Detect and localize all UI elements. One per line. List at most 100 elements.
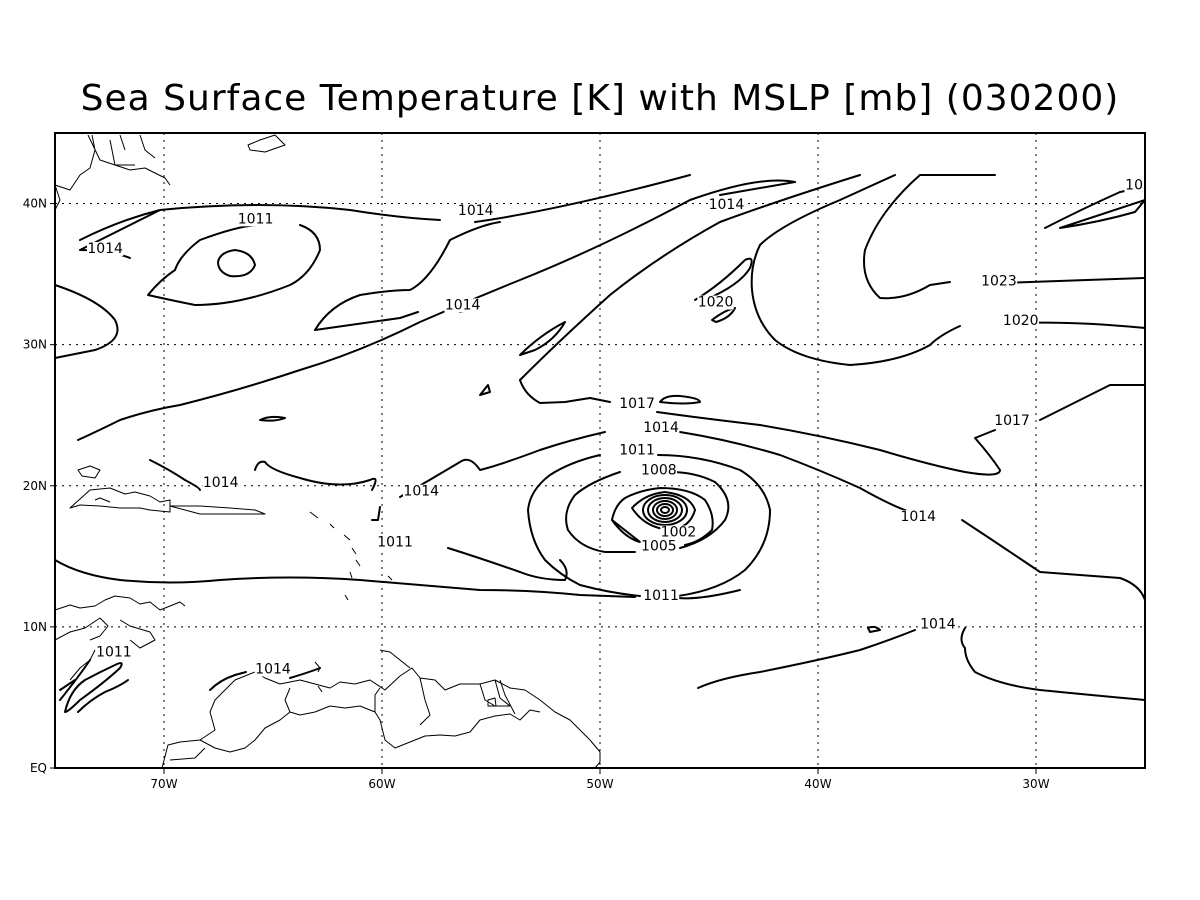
contour-label: 1014: [403, 484, 439, 500]
contour-label: 1011: [377, 534, 413, 550]
chart-title: Sea Surface Temperature [K] with MSLP [m…: [80, 78, 1120, 119]
contour-label-bg: [254, 662, 292, 677]
isobar: [371, 431, 606, 521]
isobar: [867, 625, 881, 633]
lon-tick-label: 70W: [150, 777, 177, 791]
contour-label-bg: [642, 589, 680, 604]
isobar: [447, 547, 568, 581]
contour-label: 1005: [641, 539, 677, 555]
isobar: [209, 667, 321, 691]
isobar: [697, 627, 1146, 701]
isobar: [677, 589, 741, 600]
lon-tick-label: 50W: [586, 777, 613, 791]
coastline-cuba-hispaniola: [69, 465, 266, 515]
contour-label: 1011: [96, 645, 132, 661]
contour-label-bg: [95, 645, 133, 660]
contour-label: 1020: [698, 295, 734, 311]
contour-label: 1011: [619, 443, 655, 459]
contour-label: 1014: [709, 197, 745, 213]
isobar: [611, 487, 714, 546]
contour-label-bg: [642, 421, 680, 436]
isobar: [647, 497, 683, 523]
contour-label: 1014: [643, 420, 679, 436]
contour-label: 1017: [994, 413, 1030, 429]
contour-label-bg: [708, 198, 745, 213]
contour-labels: 1011 1014 1014 1014 10 1014 1020 1023 1020 1017 10…: [86, 177, 1144, 677]
isobar: [652, 500, 678, 520]
contour-label: 1014: [920, 616, 956, 632]
contour-label-bg: [444, 298, 481, 313]
isobar: [79, 174, 691, 241]
coastlines: [54, 134, 601, 769]
isobar: [147, 224, 321, 306]
isobar: [694, 257, 753, 301]
coastline-central-america: [54, 595, 186, 681]
contour-label: 1020: [1003, 313, 1039, 329]
isobar: [750, 244, 1146, 366]
contour-label-bg: [457, 203, 494, 218]
coastline-north-america: [54, 134, 286, 211]
isobar: [659, 394, 701, 405]
lon-tick-label: 30W: [1022, 777, 1049, 791]
contour-label: 1014: [900, 509, 936, 525]
contour-label: 1011: [238, 211, 274, 227]
contour-label: 1017: [619, 396, 655, 412]
coastline-south-america: [161, 667, 601, 769]
lon-tick-label: 60W: [368, 777, 395, 791]
contour-label: 1014: [458, 203, 494, 219]
contour-label-bg: [403, 484, 440, 499]
contour-label: 1002: [661, 525, 697, 541]
isobar: [527, 454, 771, 597]
isobar: [565, 471, 730, 553]
isobar: [149, 459, 377, 491]
isobar: [711, 307, 736, 323]
lat-tick-label: 40N: [23, 197, 47, 211]
contour-label-bg: [1002, 313, 1039, 328]
contour-label: 1008: [641, 462, 677, 478]
isobar: [1044, 187, 1146, 229]
isobar: [660, 506, 670, 514]
lat-tick-label: 10N: [23, 620, 47, 634]
isobar: [679, 431, 1146, 601]
contour-label-bg: [980, 274, 1018, 289]
isobar: [631, 491, 696, 531]
isobar: [519, 174, 896, 381]
isobar: [59, 659, 129, 713]
contour-label-bg: [237, 212, 274, 227]
isobars: [54, 174, 1146, 713]
lat-tick-label: 30N: [23, 338, 47, 352]
isobar: [217, 249, 256, 278]
contour-label: 1014: [87, 241, 123, 257]
isobar: [479, 384, 491, 396]
lon-tick-label: 40W: [804, 777, 831, 791]
contour-label: 1011: [643, 588, 679, 604]
contour-label-bg: [618, 443, 656, 458]
contour-label-bg: [900, 510, 937, 525]
isobar: [314, 221, 501, 331]
contour-label-bg: [1124, 178, 1144, 193]
isobar: [54, 559, 636, 598]
contour-label-bg: [618, 397, 656, 412]
isobar: [259, 415, 286, 422]
contour-label: 1023: [981, 273, 1017, 289]
isobar: [656, 384, 1146, 476]
lat-tick-label: 20N: [23, 479, 47, 493]
contour-label-bg: [660, 525, 697, 540]
contour-label-bg: [919, 617, 957, 632]
contour-label: 10: [1125, 177, 1143, 193]
coastline-antilles: [309, 511, 393, 601]
axis-ticks: 70W 60W 50W 40W 30W EQ 10N 20N 30N 40N: [23, 197, 1050, 791]
contour-label-bg: [697, 295, 734, 310]
contour-label: 1014: [203, 475, 239, 491]
lat-tick-label: EQ: [30, 761, 47, 775]
isobar: [519, 379, 611, 404]
contour-label: 1014: [445, 297, 481, 313]
contour-label-bg: [993, 414, 1031, 429]
isobar: [64, 662, 123, 713]
isobar: [54, 284, 119, 359]
isobar: [863, 174, 1146, 300]
isobar: [77, 179, 796, 441]
contour-label-bg: [640, 539, 678, 554]
contour-label-bg: [640, 463, 678, 478]
